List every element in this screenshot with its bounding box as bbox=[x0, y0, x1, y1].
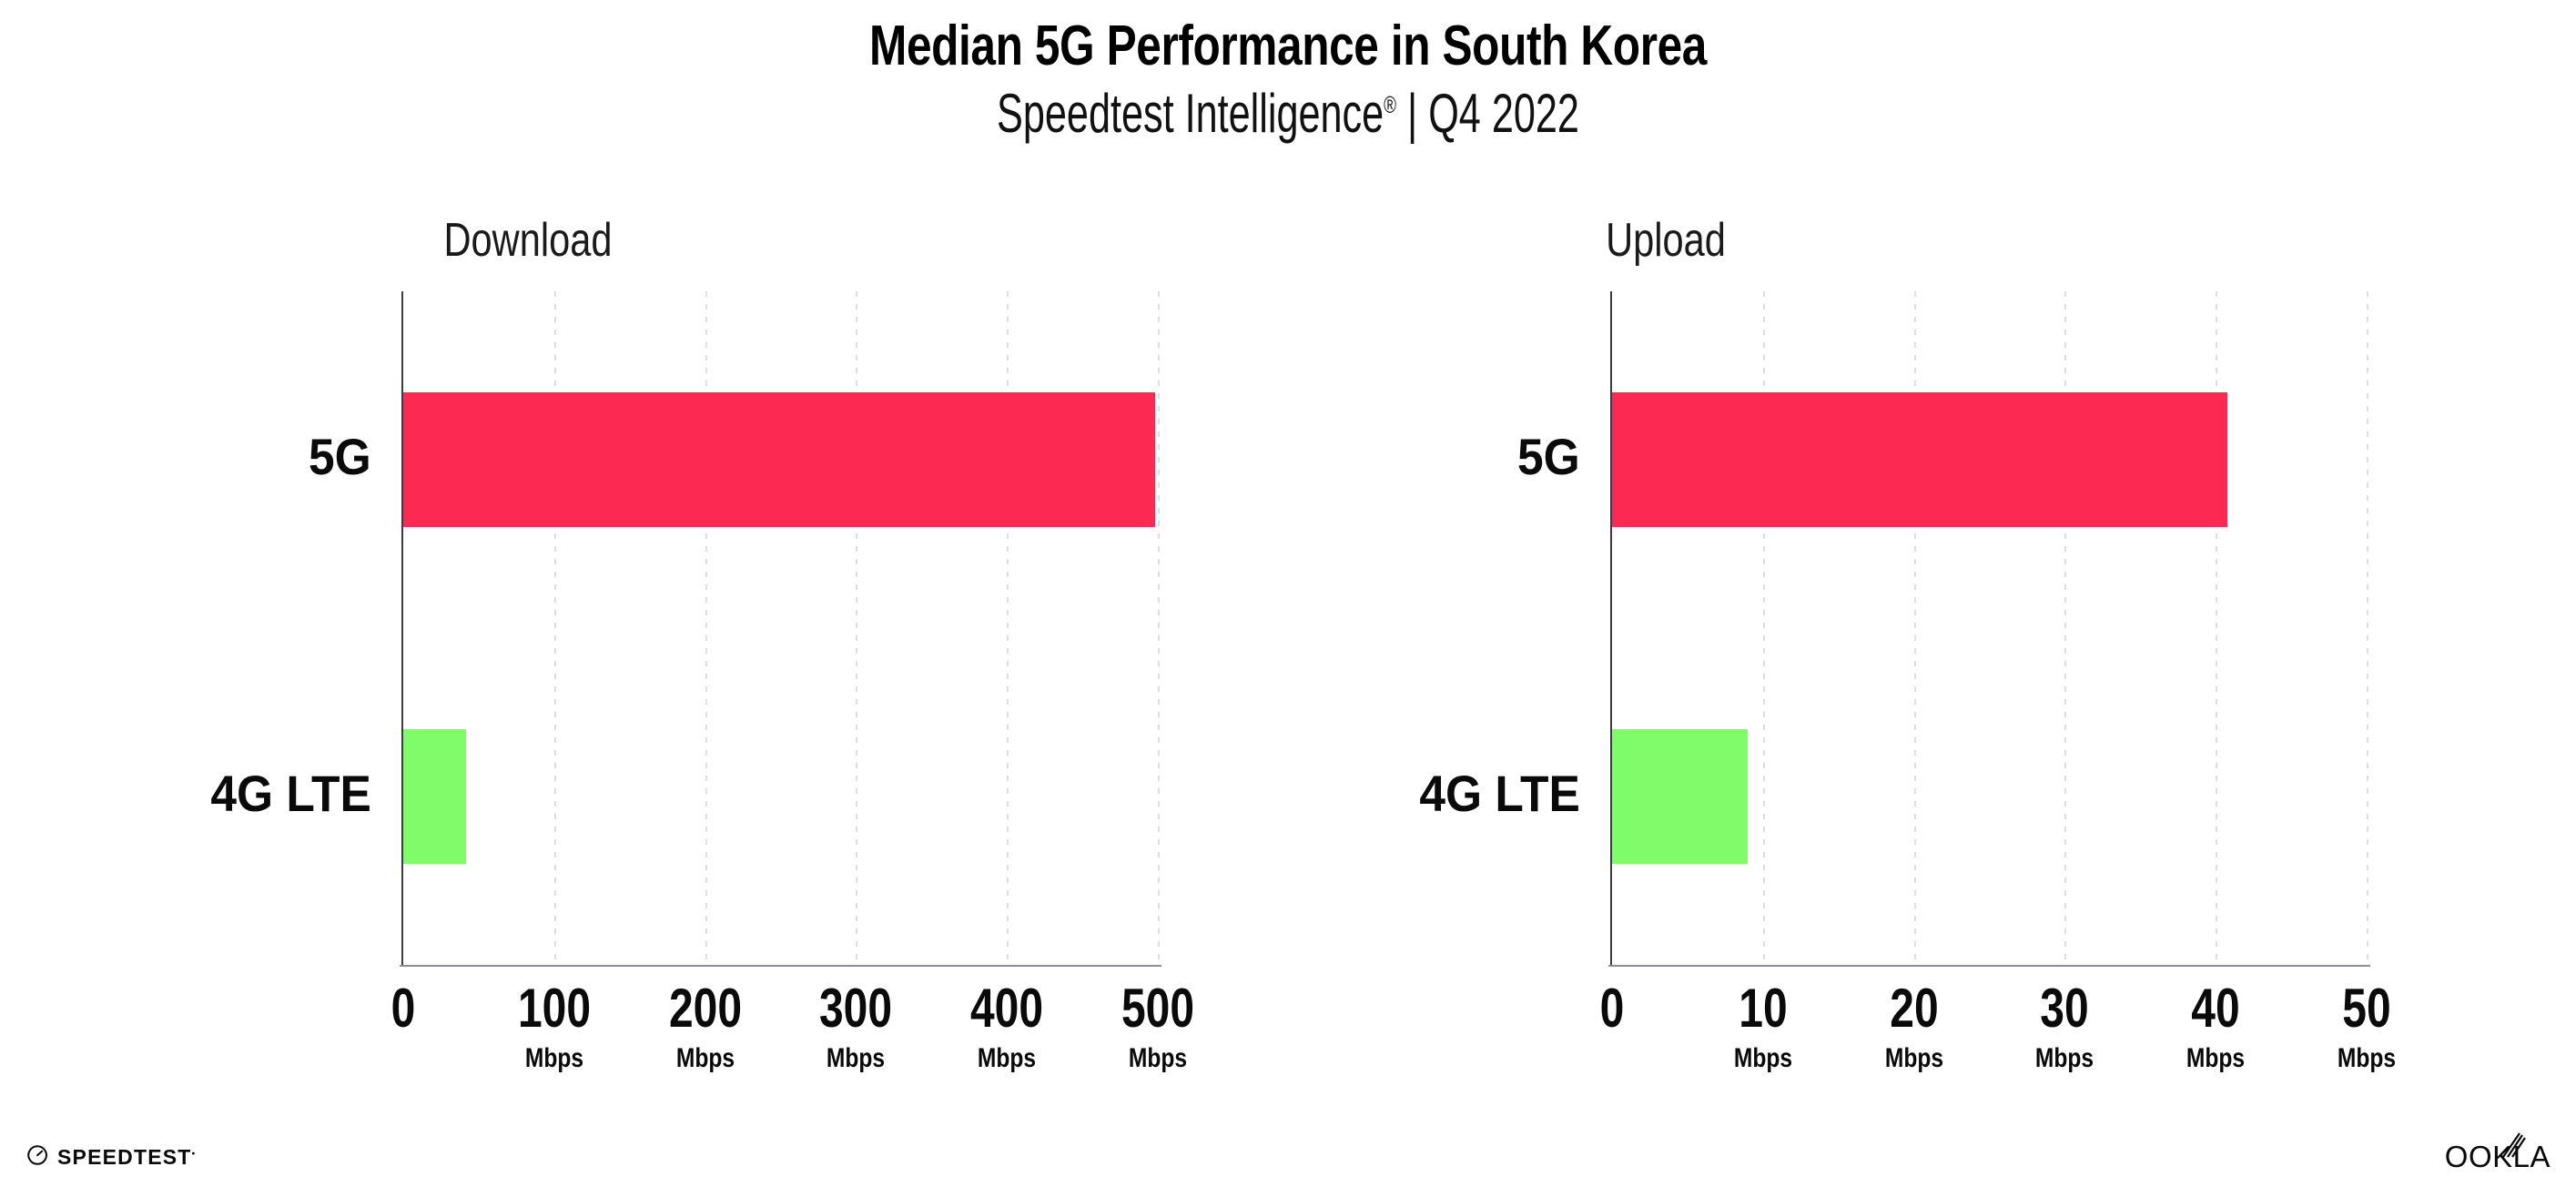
x-tick-value: 40 bbox=[2191, 978, 2240, 1039]
gridline bbox=[856, 291, 858, 965]
x-tick-download-300: 300 Mbps bbox=[765, 981, 947, 1072]
x-tick-download-400: 400 Mbps bbox=[916, 981, 1098, 1072]
chart-panel-upload: Upload 5G 4G LTE 0 10 Mbps 20 Mbps 30 Mbps 40 Mbps… bbox=[1302, 0, 2576, 1197]
x-tick-unit: Mbps bbox=[1733, 1043, 1792, 1073]
gridline bbox=[1158, 291, 1160, 965]
x-axis-upload bbox=[1608, 965, 2370, 967]
x-tick-upload-50: 50 Mbps bbox=[2276, 981, 2458, 1072]
chart-panel-download: Download 5G 4G LTE 0 100 Mbps 200 Mbps 300 Mbps 4… bbox=[210, 214, 1249, 1072]
gridline bbox=[2367, 291, 2368, 965]
chart-title-upload: Upload bbox=[1606, 214, 1726, 267]
x-tick-upload-40: 40 Mbps bbox=[2125, 981, 2307, 1072]
x-tick-upload-10: 10 Mbps bbox=[1672, 981, 1854, 1072]
category-label-5g-upload: 5G bbox=[1517, 428, 1580, 485]
x-tick-value: 0 bbox=[1599, 978, 1625, 1039]
y-axis-download bbox=[401, 291, 403, 965]
subtitle-period: Q4 2022 bbox=[1428, 83, 1579, 145]
registered-trademark-icon: ® bbox=[1384, 91, 1396, 119]
gridline bbox=[705, 291, 707, 965]
speedtest-trademark-icon: • bbox=[191, 1149, 196, 1160]
chart-title-download: Download bbox=[443, 214, 613, 267]
page-subtitle: Speedtest Intelligence® | Q4 2022 bbox=[360, 85, 2216, 142]
bar-row bbox=[1612, 392, 2367, 527]
x-tick-value: 100 bbox=[517, 978, 591, 1039]
bar-4g-lte-upload[interactable] bbox=[1612, 729, 1749, 864]
bar-4g-lte-download[interactable] bbox=[403, 729, 466, 864]
bar-5g-download[interactable] bbox=[403, 392, 1155, 527]
x-tick-unit: Mbps bbox=[2337, 1043, 2397, 1073]
x-tick-unit: Mbps bbox=[524, 1043, 583, 1073]
speedtest-logo: SPEEDTEST• bbox=[25, 1143, 195, 1172]
bar-5g-upload[interactable] bbox=[1612, 392, 2228, 527]
speedometer-icon bbox=[25, 1143, 49, 1172]
x-tick-value: 10 bbox=[1739, 978, 1788, 1039]
x-tick-unit: Mbps bbox=[1884, 1043, 1943, 1073]
x-tick-value: 200 bbox=[668, 978, 742, 1039]
x-tick-value: 0 bbox=[390, 978, 416, 1039]
x-tick-unit: Mbps bbox=[1128, 1043, 1188, 1073]
x-tick-download-200: 200 Mbps bbox=[614, 981, 796, 1072]
category-label-5g-download: 5G bbox=[309, 428, 371, 485]
gridline bbox=[553, 291, 556, 965]
x-tick-unit: Mbps bbox=[2186, 1043, 2246, 1073]
gridline bbox=[2064, 291, 2067, 965]
x-tick-value: 50 bbox=[2342, 978, 2391, 1039]
x-tick-value: 30 bbox=[2040, 978, 2090, 1039]
x-tick-value: 20 bbox=[1889, 978, 1939, 1039]
gridline bbox=[1913, 291, 1916, 965]
bar-row bbox=[403, 392, 1158, 527]
x-tick-upload-0: 0 bbox=[1521, 981, 1703, 1036]
speedtest-wordmark-text: SPEEDTEST bbox=[57, 1145, 192, 1169]
x-tick-value: 500 bbox=[1121, 978, 1195, 1039]
gridline bbox=[1007, 291, 1009, 965]
x-tick-download-0: 0 bbox=[312, 981, 494, 1036]
x-tick-unit: Mbps bbox=[978, 1043, 1037, 1073]
title-block: Median 5G Performance in South Korea Spe… bbox=[0, 0, 2576, 142]
x-tick-unit: Mbps bbox=[675, 1043, 735, 1073]
gridline bbox=[1762, 291, 1765, 965]
x-axis-download bbox=[400, 965, 1161, 967]
x-tick-upload-20: 20 Mbps bbox=[1823, 981, 2005, 1072]
x-tick-download-100: 100 Mbps bbox=[463, 981, 645, 1072]
bar-row bbox=[1612, 729, 2367, 864]
gridline bbox=[2216, 291, 2218, 965]
ookla-wordmark: OOKLA bbox=[2444, 1140, 2551, 1173]
y-axis-upload bbox=[1610, 291, 1612, 965]
x-tick-upload-30: 30 Mbps bbox=[1973, 981, 2155, 1072]
subtitle-separator: | bbox=[1395, 83, 1429, 145]
x-tick-unit: Mbps bbox=[827, 1043, 886, 1073]
x-tick-value: 400 bbox=[970, 978, 1044, 1039]
x-tick-download-500: 500 Mbps bbox=[1067, 981, 1249, 1072]
ookla-logo: OOKLA bbox=[2444, 1132, 2551, 1174]
category-label-4g-lte-download: 4G LTE bbox=[210, 765, 371, 822]
x-tick-unit: Mbps bbox=[2035, 1043, 2094, 1073]
x-tick-value: 300 bbox=[819, 978, 893, 1039]
bar-row bbox=[403, 729, 1158, 864]
subtitle-product: Speedtest Intelligence bbox=[997, 83, 1384, 145]
category-label-4g-lte-upload: 4G LTE bbox=[1419, 765, 1580, 822]
page-title: Median 5G Performance in South Korea bbox=[869, 15, 1707, 77]
plot-area-download bbox=[400, 291, 1161, 967]
plot-area-upload bbox=[1608, 291, 2370, 967]
ookla-chevron-icon bbox=[2500, 1131, 2530, 1163]
speedtest-wordmark: SPEEDTEST• bbox=[57, 1145, 195, 1170]
